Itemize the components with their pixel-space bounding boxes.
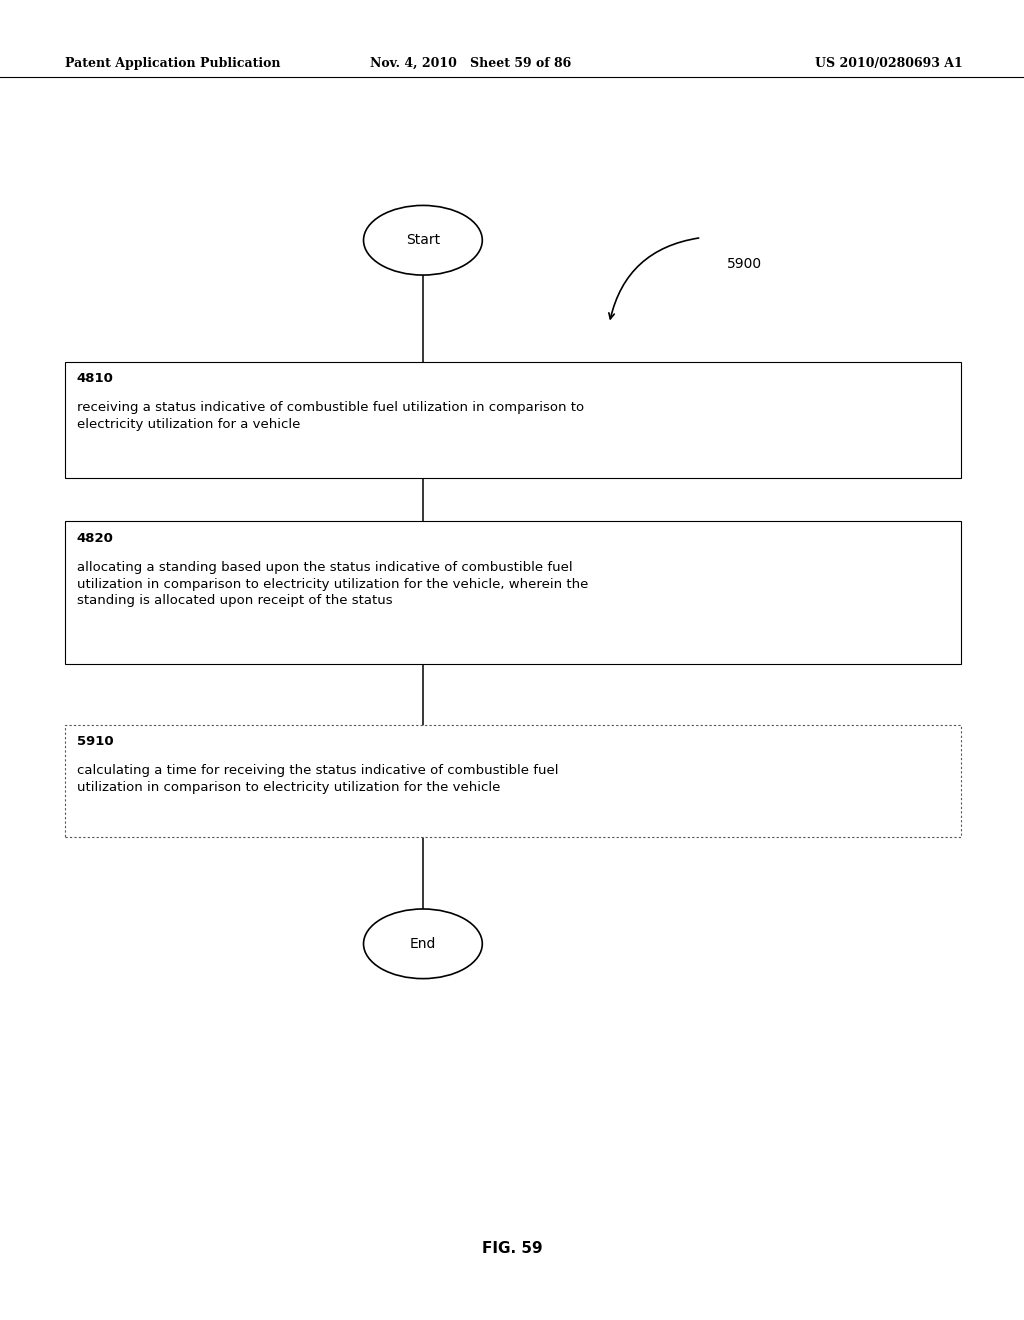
Ellipse shape [364, 909, 482, 978]
FancyBboxPatch shape [65, 725, 961, 837]
FancyBboxPatch shape [65, 521, 961, 664]
Text: End: End [410, 937, 436, 950]
Text: 5910: 5910 [77, 735, 114, 748]
Text: 4810: 4810 [77, 372, 114, 385]
Text: Start: Start [406, 234, 440, 247]
Text: Nov. 4, 2010   Sheet 59 of 86: Nov. 4, 2010 Sheet 59 of 86 [371, 57, 571, 70]
Text: FIG. 59: FIG. 59 [481, 1241, 543, 1257]
Text: US 2010/0280693 A1: US 2010/0280693 A1 [815, 57, 963, 70]
FancyBboxPatch shape [65, 362, 961, 478]
Text: Patent Application Publication: Patent Application Publication [65, 57, 280, 70]
Ellipse shape [364, 206, 482, 275]
Text: allocating a standing based upon the status indicative of combustible fuel
utili: allocating a standing based upon the sta… [77, 561, 588, 607]
Text: 5900: 5900 [727, 257, 762, 271]
Text: 4820: 4820 [77, 532, 114, 545]
Text: calculating a time for receiving the status indicative of combustible fuel
utili: calculating a time for receiving the sta… [77, 764, 558, 793]
Text: receiving a status indicative of combustible fuel utilization in comparison to
e: receiving a status indicative of combust… [77, 401, 584, 430]
